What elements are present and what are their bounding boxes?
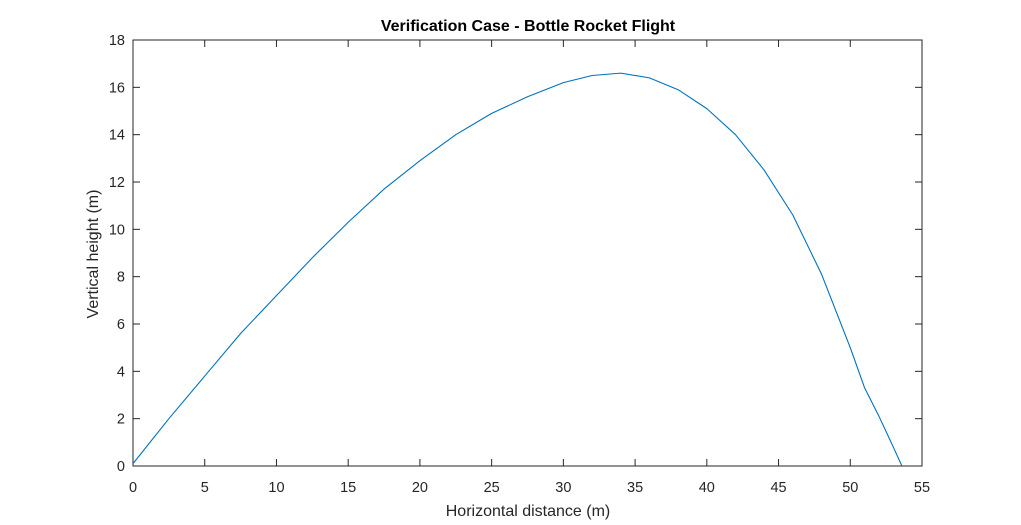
y-tick-label: 6 — [117, 317, 125, 333]
x-tick-label: 55 — [914, 480, 930, 496]
x-tick-label: 20 — [412, 480, 428, 496]
x-tick-label: 30 — [555, 480, 571, 496]
y-tick-label: 16 — [109, 80, 125, 96]
y-tick-label: 18 — [109, 33, 125, 49]
y-tick-label: 4 — [117, 364, 125, 380]
x-tick-label: 10 — [268, 480, 284, 496]
y-tick-label: 10 — [109, 222, 125, 238]
y-axis-label: Vertical height (m) — [85, 190, 102, 319]
y-tick-label: 12 — [109, 175, 125, 191]
x-tick-label: 50 — [842, 480, 858, 496]
plot-area — [132, 39, 923, 467]
y-tick-label: 2 — [117, 412, 125, 428]
axes-box — [132, 39, 923, 467]
x-tick-label: 40 — [699, 480, 715, 496]
series-line — [132, 72, 903, 467]
x-tick-label: 45 — [770, 480, 786, 496]
axis-ticks: 0 5 10 15 20 25 30 35 40 45 50 55 0 2 4 6 8 10 12 14 16 18 — [109, 33, 930, 496]
x-tick-label: 0 — [129, 480, 137, 496]
chart-title: Verification Case - Bottle Rocket Flight — [381, 18, 676, 35]
y-tick-label: 14 — [109, 128, 125, 144]
x-tick-label: 5 — [201, 480, 209, 496]
x-tick-label: 25 — [484, 480, 500, 496]
x-axis-label: Horizontal distance (m) — [446, 503, 611, 520]
y-tick-label: 8 — [117, 270, 125, 286]
x-tick-label: 15 — [340, 480, 356, 496]
x-tick-label: 35 — [627, 480, 643, 496]
y-tick-label: 0 — [117, 459, 125, 475]
